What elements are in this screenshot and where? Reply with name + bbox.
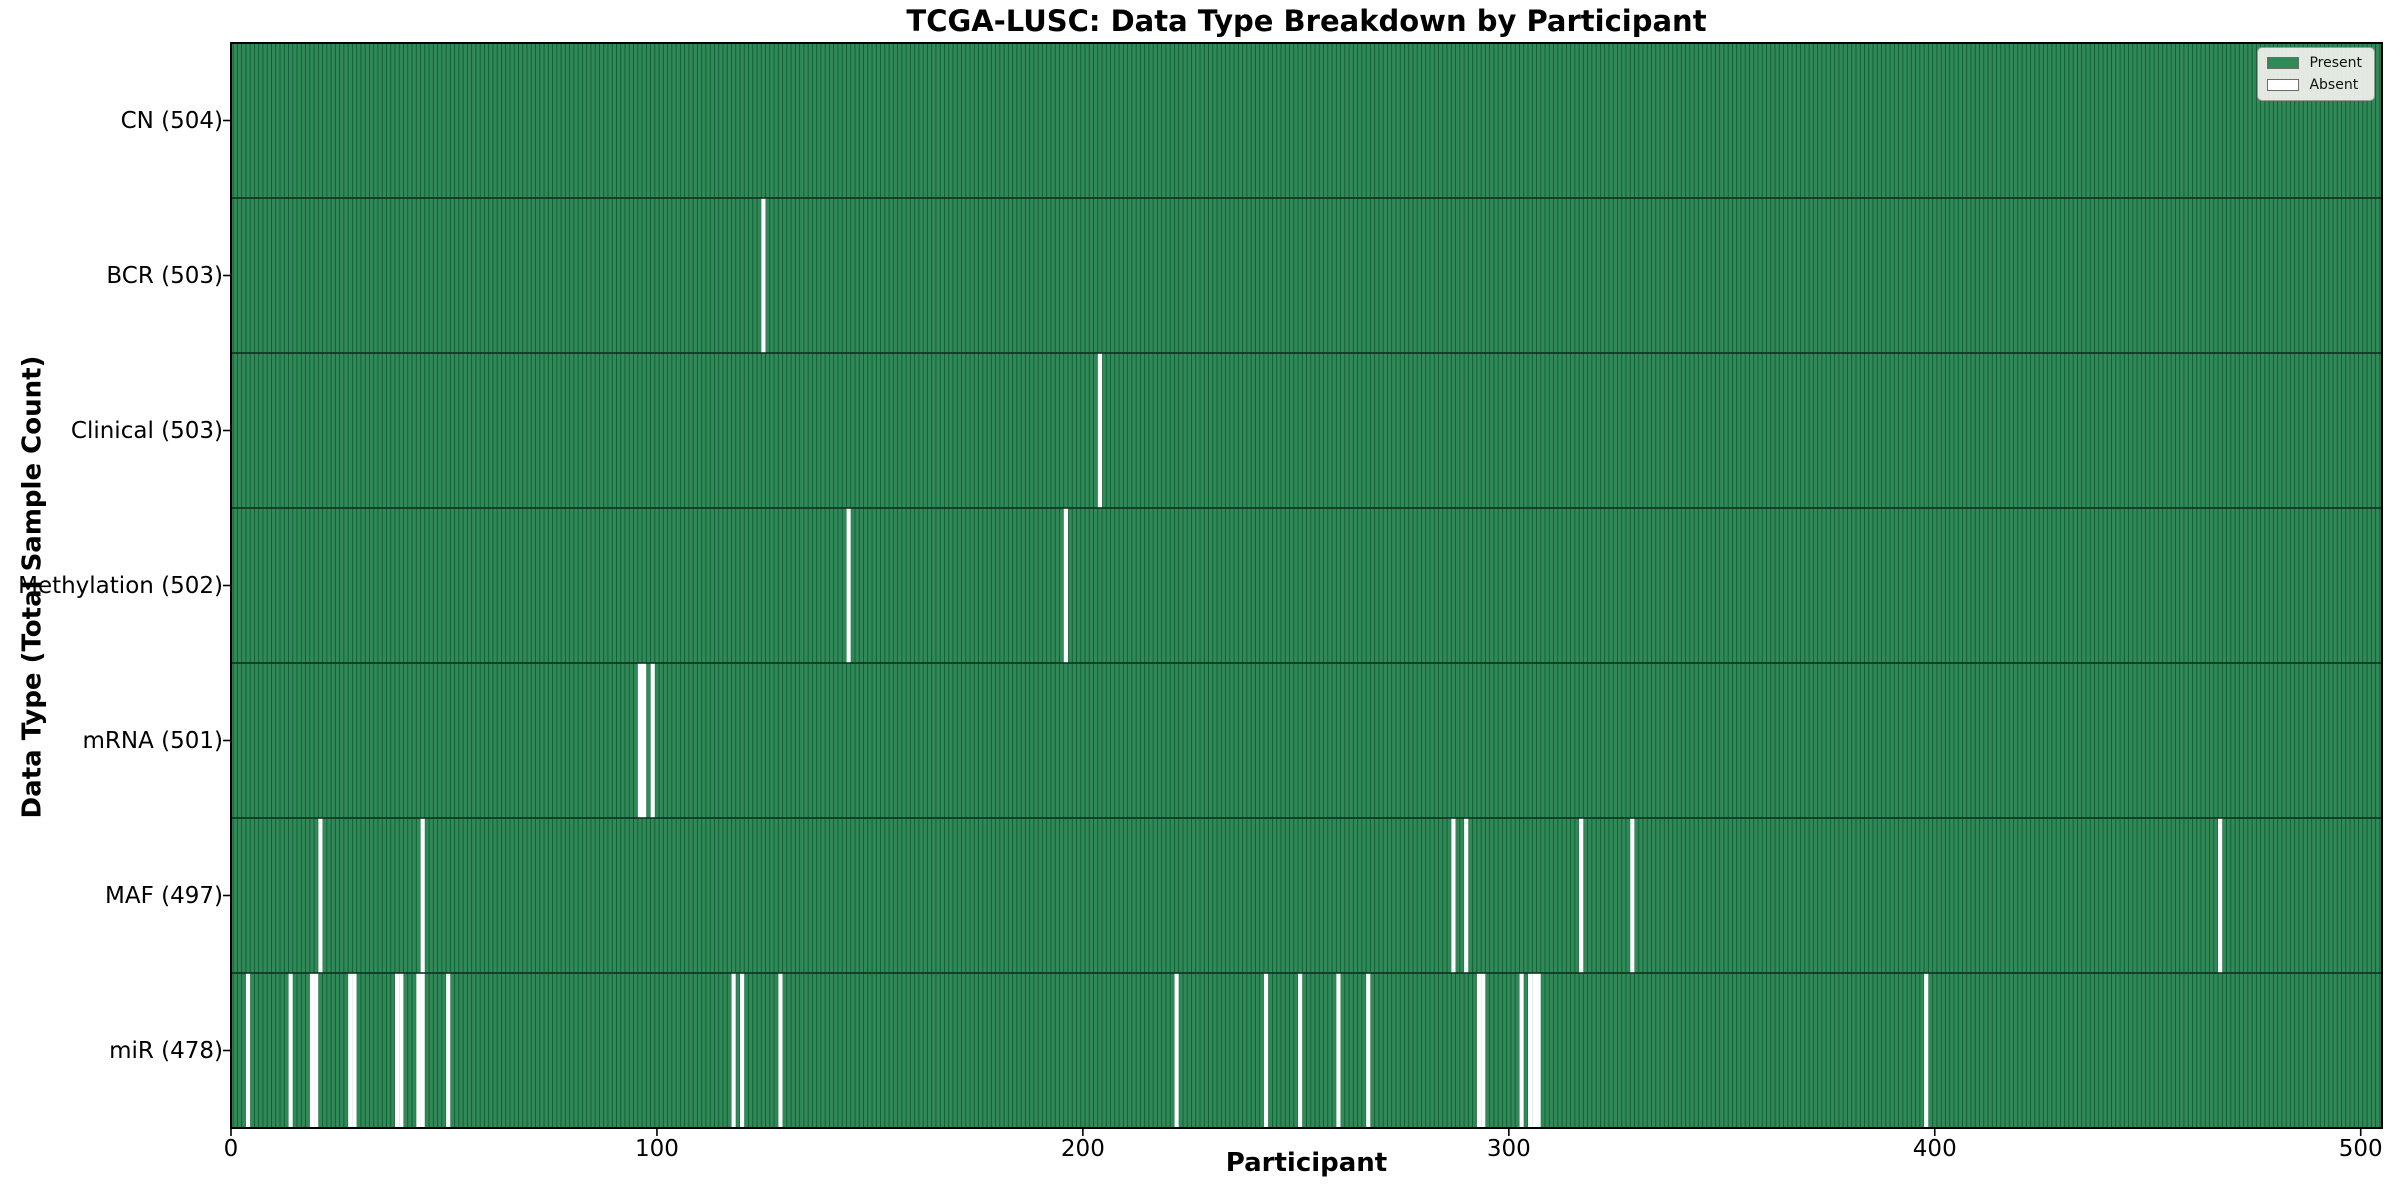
absent-cell: [1527, 973, 1533, 1128]
absent-cell: [420, 973, 425, 1128]
absent-cell: [1366, 973, 1371, 1128]
y-tick-label: miR (478): [109, 1037, 223, 1064]
legend-item: Absent: [2267, 77, 2362, 93]
chart-title: TCGA-LUSC: Data Type Breakdown by Partic…: [906, 4, 1707, 38]
absent-cell: [2218, 818, 2223, 973]
absent-cell: [761, 198, 766, 353]
absent-cell: [1451, 818, 1456, 973]
x-tick-label: 100: [634, 1136, 679, 1162]
absent-cell: [1336, 973, 1341, 1128]
absent-cell: [309, 973, 315, 1128]
x-tick-label: 300: [1486, 1136, 1531, 1162]
absent-cell: [1519, 973, 1524, 1128]
absent-cell: [420, 818, 425, 973]
x-tick-label: 200: [1060, 1136, 1105, 1162]
absent-cell: [245, 973, 251, 1128]
legend-item: Present: [2267, 55, 2362, 71]
x-axis-label: Participant: [1225, 1148, 1388, 1178]
x-tick-label: 500: [2338, 1136, 2383, 1162]
legend-swatch-present: [2267, 57, 2300, 69]
absent-cell: [1536, 973, 1541, 1128]
absent-cell: [416, 973, 421, 1128]
x-tick-label: 0: [223, 1136, 239, 1162]
absent-cell: [739, 973, 745, 1128]
absent-cell: [1174, 973, 1179, 1128]
absent-cell: [1297, 973, 1303, 1128]
absent-cell: [778, 973, 783, 1128]
absent-cell: [352, 973, 357, 1128]
y-tick-label: CN (504): [120, 107, 223, 134]
absent-cell: [318, 818, 323, 973]
absent-cell: [846, 508, 851, 663]
absent-cell: [314, 973, 319, 1128]
absent-cell: [1464, 818, 1469, 973]
absent-cell: [731, 973, 736, 1128]
absent-cell: [1263, 973, 1269, 1128]
absent-cell: [637, 663, 643, 818]
legend-label: Absent: [2309, 77, 2359, 93]
legend-label: Present: [2309, 55, 2362, 71]
absent-cell: [288, 973, 293, 1128]
y-tick-label: Methylation (502): [18, 572, 223, 599]
absent-cell: [1579, 818, 1584, 973]
absent-cell: [399, 973, 404, 1128]
y-tick-label: BCR (503): [106, 262, 223, 289]
absent-cell: [1063, 508, 1068, 663]
absent-cell: [1924, 973, 1929, 1128]
legend: Present Absent: [2257, 47, 2375, 101]
y-tick-label: mRNA (501): [82, 727, 223, 754]
absent-cell: [1097, 353, 1103, 508]
y-tick-label: MAF (497): [105, 882, 223, 909]
absent-cell: [1476, 973, 1482, 1128]
x-tick-label: 400: [1912, 1136, 1957, 1162]
absent-cell: [394, 973, 400, 1128]
absent-cell: [446, 973, 451, 1128]
absent-cell: [348, 973, 353, 1128]
absent-cell: [1532, 973, 1537, 1128]
absent-cell: [642, 663, 647, 818]
legend-swatch-absent: [2267, 79, 2300, 91]
absent-cell: [650, 663, 655, 818]
absent-cell: [1630, 818, 1635, 973]
y-tick-label: Clinical (503): [70, 417, 223, 444]
absent-cell: [1481, 973, 1486, 1128]
